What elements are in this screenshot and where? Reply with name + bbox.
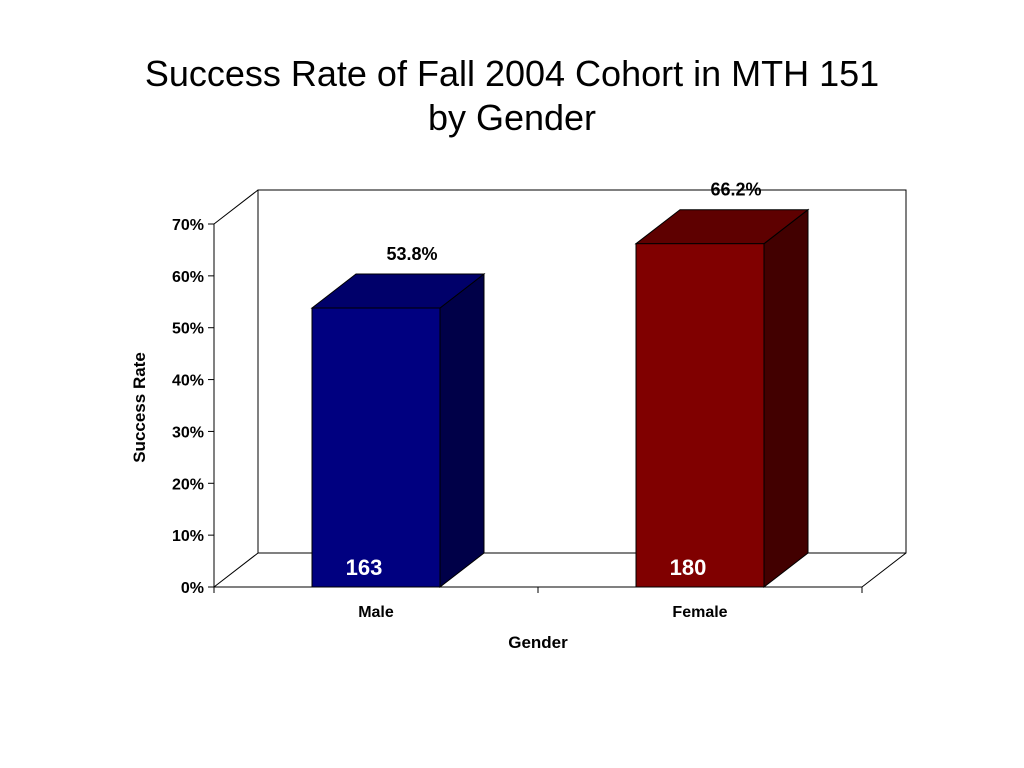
x-tick-label: Female xyxy=(672,604,727,621)
y-tick-label: 50% xyxy=(172,321,204,338)
y-tick-label: 70% xyxy=(172,217,204,234)
y-tick-label: 20% xyxy=(172,476,204,493)
bar-front xyxy=(635,243,765,588)
hidden-guide xyxy=(214,190,258,587)
bar-male: 53.8% 163 xyxy=(310,244,486,589)
left-top-edge xyxy=(213,189,259,225)
y-tick-label: 60% xyxy=(172,269,204,286)
bar-side xyxy=(439,272,485,589)
value-label: 66.2% xyxy=(710,180,761,200)
y-axis-label: Success Rate xyxy=(130,352,149,463)
bar-side xyxy=(763,208,809,589)
bars: 53.8% 163 66.2% 180 xyxy=(310,180,810,589)
count-label: 163 xyxy=(346,555,383,580)
x-axis: Male Female xyxy=(213,587,863,621)
x-tick-label: Male xyxy=(358,604,394,621)
value-label: 53.8% xyxy=(386,244,437,264)
chart-title-line2: by Gender xyxy=(427,97,597,138)
back-wall-outline xyxy=(213,189,907,588)
y-tick-label: 10% xyxy=(172,528,204,545)
chart-title-line1: Success Rate of Fall 2004 Cohort in MTH … xyxy=(144,53,880,94)
y-tick-label: 40% xyxy=(172,373,204,390)
y-axis: 0% 10% 20% 30% 40% 50% 60% 70% xyxy=(172,217,214,597)
x-axis-label: Gender xyxy=(508,633,568,652)
bar-front xyxy=(311,307,441,588)
bar-female: 66.2% 180 xyxy=(634,180,810,589)
chart-title: Success Rate of Fall 2004 Cohort in MTH … xyxy=(0,52,1024,140)
count-label: 180 xyxy=(670,555,707,580)
y-tick-label: 0% xyxy=(181,580,204,597)
y-tick-label: 30% xyxy=(172,424,204,441)
